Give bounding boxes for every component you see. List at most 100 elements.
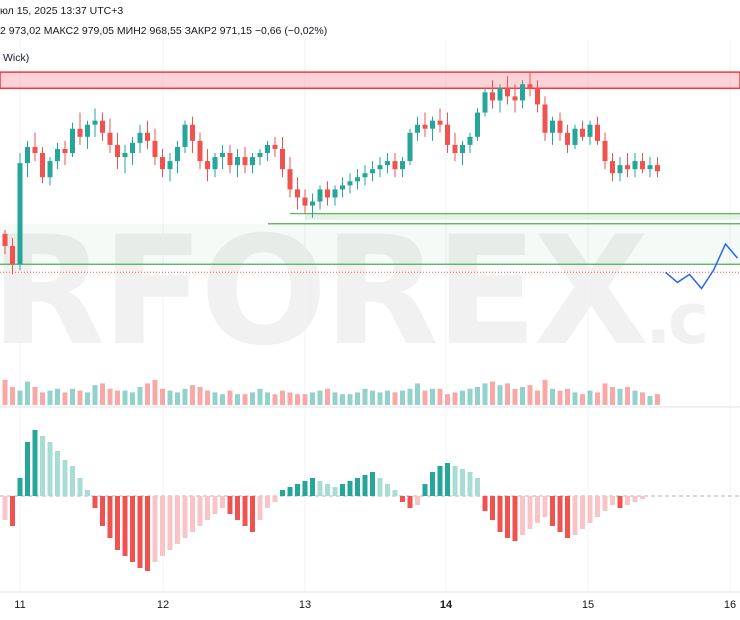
candle-body [640, 161, 645, 170]
volume-bar [535, 390, 540, 405]
oscillator-bar [92, 496, 98, 508]
candle-body [227, 153, 233, 166]
volume-bar [122, 390, 128, 405]
oscillator-bar [550, 496, 555, 526]
oscillator-bar [527, 496, 533, 529]
volume-bar [55, 388, 60, 405]
oscillator-bar [10, 496, 15, 526]
candle-body [175, 146, 180, 162]
candle-body [475, 112, 480, 137]
candle-body [130, 142, 135, 153]
oscillator-bar [152, 496, 158, 562]
resistance-zone [0, 71, 740, 90]
candle-body [467, 136, 473, 145]
volume-bar [220, 394, 225, 405]
candle-body [55, 148, 60, 162]
candle-body [62, 148, 68, 153]
oscillator-bar [490, 496, 495, 520]
candle-body [377, 165, 383, 170]
candle-body [115, 144, 120, 158]
volume-bar [565, 388, 570, 405]
oscillator-bar [610, 496, 615, 505]
header-datetime: юл 15, 2025 13:37 UTC+3 [0, 5, 124, 17]
candle-body [77, 128, 83, 137]
volume-bar [490, 381, 495, 405]
oscillator-bar [40, 436, 45, 496]
oscillator-bar [107, 496, 113, 538]
candle-body [310, 201, 315, 206]
candle-body [542, 104, 548, 133]
volume-bar [505, 383, 510, 405]
candle-body [280, 148, 285, 170]
candle-body [182, 124, 188, 147]
volume-bar [497, 385, 503, 405]
candle-body [602, 140, 608, 162]
volume-bar [257, 388, 263, 405]
candle-body [70, 128, 75, 153]
volume-bar [475, 387, 480, 405]
oscillator-bar [280, 490, 285, 496]
volume-bar [77, 390, 83, 405]
volume-bar [32, 387, 38, 405]
oscillator-bar [47, 442, 53, 496]
candle-body [587, 124, 593, 137]
candle-body [17, 163, 23, 265]
watermark: RFOREX.c [0, 205, 709, 379]
volume-bar [100, 383, 105, 405]
candle-body [490, 92, 495, 101]
volume-bar [137, 387, 143, 405]
candle-body [107, 132, 113, 145]
x-tick-label: 15 [582, 599, 594, 611]
candle-body [257, 153, 263, 158]
oscillator-bar [160, 496, 165, 556]
oscillator-bar [310, 478, 315, 496]
oscillator-bar [542, 496, 548, 517]
candle-body [100, 120, 105, 133]
volume-bar [227, 390, 233, 405]
oscillator-bar [632, 496, 638, 502]
oscillator-bar [407, 496, 413, 508]
volume-bar [392, 392, 398, 405]
volume-bar [152, 379, 158, 405]
oscillator-bar [17, 478, 23, 496]
oscillator-bar [2, 496, 8, 520]
candle-body [355, 177, 360, 182]
volume-bar [205, 390, 210, 405]
volume-bar [242, 394, 248, 405]
volume-bar [197, 387, 203, 405]
volume-bar [542, 379, 548, 405]
candle-body [400, 161, 405, 170]
oscillator-bar [250, 496, 255, 532]
candle-body [497, 88, 503, 101]
volume-bar [160, 388, 165, 405]
volume-bar [190, 385, 195, 405]
volume-bar [452, 392, 458, 405]
oscillator-bar [587, 496, 593, 523]
oscillator-bar [347, 481, 353, 496]
oscillator-bar [227, 496, 233, 514]
volume-bar [520, 387, 525, 405]
candle-body [505, 88, 510, 97]
oscillator-bar [137, 496, 143, 568]
oscillator-bar [212, 496, 218, 514]
x-tick-label: 12 [157, 599, 169, 611]
oscillator-bar [25, 442, 30, 496]
oscillator-bar [482, 496, 488, 511]
support-zone-wide [0, 223, 740, 265]
candle-body [265, 144, 270, 153]
candle-body [145, 132, 150, 141]
candle-body [340, 185, 345, 190]
candle-body [512, 96, 518, 101]
oscillator-bar [62, 460, 68, 496]
volume-bar [317, 390, 323, 405]
oscillator-bar [565, 496, 570, 538]
watermark-text: RFOREX [0, 205, 649, 379]
candle-body [415, 124, 420, 133]
oscillator-bar [437, 466, 443, 496]
volume-bar [445, 394, 450, 405]
volume-bar [107, 388, 113, 405]
volume-bar [460, 390, 465, 405]
candle-body [295, 189, 300, 198]
